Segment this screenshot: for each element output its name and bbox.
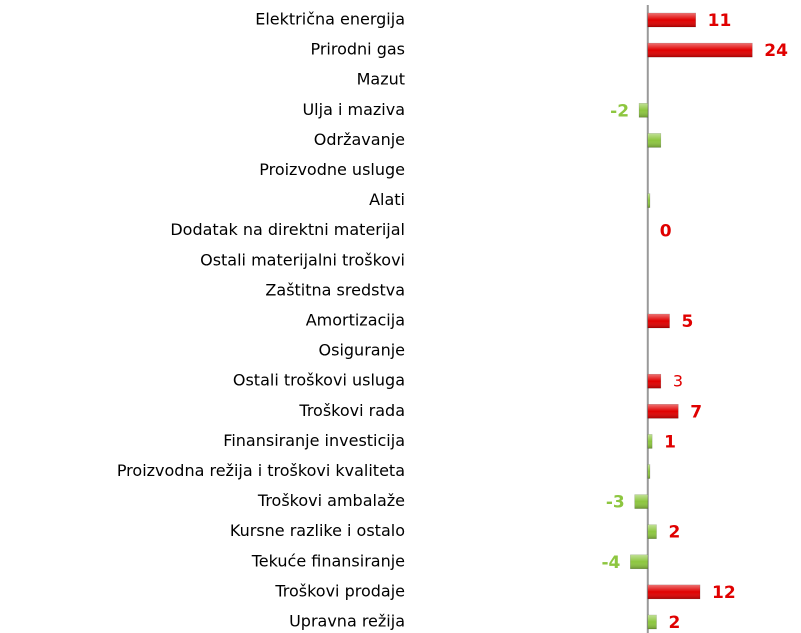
category-label: Ostali materijalni troškovi	[200, 250, 405, 269]
bar-shade	[647, 13, 696, 27]
category-label: Zaštitna sredstva	[265, 280, 405, 299]
category-label: Alati	[369, 190, 405, 209]
value-label: 11	[708, 11, 732, 31]
category-label: Ulja i maziva	[302, 100, 405, 119]
value-label: -4	[601, 553, 620, 573]
value-label: 24	[764, 41, 788, 61]
value-label: 2	[668, 613, 680, 633]
category-label: Mazut	[357, 70, 405, 89]
category-label: Finansiranje investicija	[223, 431, 405, 450]
bar-shade	[647, 404, 679, 419]
value-label: 7	[690, 402, 702, 422]
bar-shade	[647, 524, 657, 539]
bar-shade	[630, 554, 648, 569]
category-label: Dodatak na direktni materijal	[170, 220, 405, 239]
bar-shade	[647, 464, 650, 479]
value-label: 12	[712, 583, 736, 603]
category-label: Proizvodna režija i troškovi kvaliteta	[117, 461, 405, 480]
bar-shade	[634, 494, 648, 509]
bar-shade	[647, 615, 657, 629]
bar-shade	[647, 374, 661, 389]
value-label: -3	[606, 493, 625, 513]
category-label: Troškovi ambalaže	[257, 491, 405, 510]
category-label: Održavanje	[314, 130, 405, 149]
value-label: 1	[664, 432, 676, 452]
value-label: 3	[673, 372, 683, 391]
category-label: Kursne razlike i ostalo	[230, 521, 405, 540]
category-label: Upravna režija	[289, 612, 405, 631]
bar-shade	[647, 193, 650, 208]
category-label: Amortizacija	[306, 311, 405, 330]
category-label: Ostali troškovi usluga	[233, 371, 405, 390]
category-label: Troškovi prodaje	[274, 581, 405, 600]
bar-shade	[647, 43, 753, 58]
category-label: Prirodni gas	[310, 40, 405, 59]
category-label: Tekuće finansiranje	[251, 551, 405, 570]
bar-shade	[647, 314, 670, 328]
value-label: 0	[660, 222, 672, 242]
value-label: -2	[610, 101, 629, 121]
value-label: 2	[668, 523, 680, 543]
bar-shade	[647, 133, 661, 148]
bar-shade	[639, 103, 648, 118]
bar-shade	[647, 434, 653, 449]
category-label: Električna energija	[255, 10, 405, 29]
category-label: Troškovi rada	[298, 401, 405, 420]
bar-shade	[647, 584, 701, 599]
category-label: Proizvodne usluge	[259, 160, 405, 179]
category-label: Osiguranje	[319, 341, 405, 360]
value-label: 5	[682, 312, 694, 332]
